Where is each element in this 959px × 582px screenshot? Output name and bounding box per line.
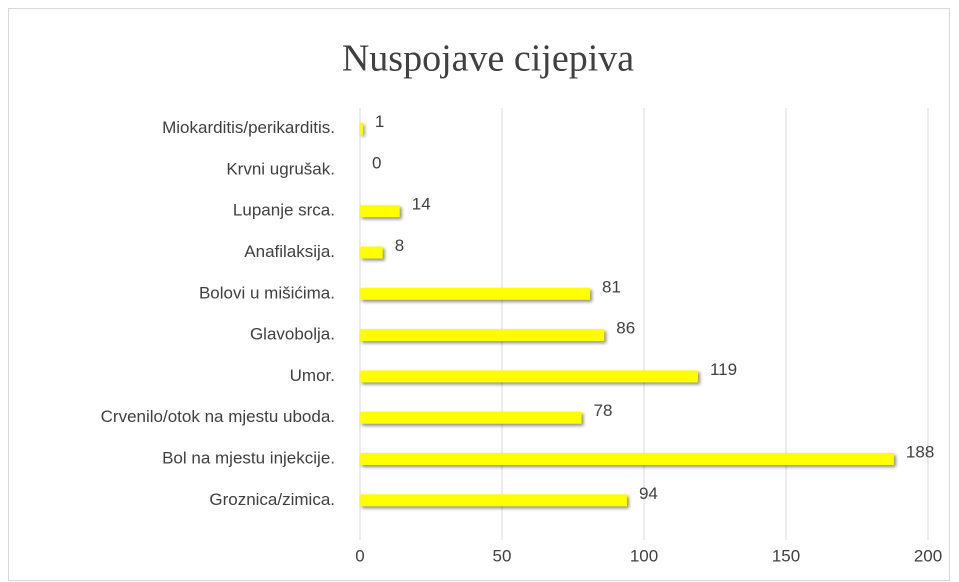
- value-label: 0: [372, 153, 381, 172]
- y-tick-label: Krvni ugrušak.: [226, 159, 335, 178]
- y-tick-label: Miokarditis/perikarditis.: [162, 118, 335, 137]
- x-tick-label: 100: [630, 546, 658, 565]
- bar: [360, 287, 591, 300]
- chart-title: Nuspojave cijepiva: [342, 38, 634, 80]
- y-tick-label: Umor.: [290, 366, 335, 385]
- value-label: 188: [906, 443, 934, 462]
- bar: [360, 494, 627, 507]
- y-tick-label: Anafilaksija.: [244, 242, 335, 261]
- bar: [360, 370, 698, 383]
- bar: [360, 329, 605, 342]
- y-tick-label: Crvenilo/otok na mjestu uboda.: [101, 407, 335, 426]
- y-tick-label: Bol na mjestu injekcije.: [162, 449, 335, 468]
- value-label: 1: [375, 112, 384, 131]
- bar: [360, 411, 582, 424]
- value-label: 14: [412, 195, 431, 214]
- value-label: 94: [639, 484, 658, 503]
- value-label: 8: [395, 236, 404, 255]
- y-tick-label: Groznica/zimica.: [209, 490, 335, 509]
- x-tick-label: 50: [493, 546, 512, 565]
- bar: [360, 205, 400, 218]
- x-tick-label: 150: [772, 546, 800, 565]
- value-label: 86: [616, 319, 635, 338]
- y-tick-label: Glavobolja.: [250, 325, 335, 344]
- y-tick-label: Bolovi u mišićima.: [199, 283, 335, 302]
- x-tick-label: 200: [914, 546, 942, 565]
- x-tick-label: 0: [355, 546, 364, 565]
- y-tick-label: Lupanje srca.: [233, 201, 335, 220]
- bar: [360, 246, 383, 259]
- value-label: 78: [594, 401, 613, 420]
- value-label: 119: [710, 360, 737, 379]
- value-label: 81: [602, 277, 621, 296]
- bar: [360, 453, 894, 466]
- bar: [360, 122, 363, 135]
